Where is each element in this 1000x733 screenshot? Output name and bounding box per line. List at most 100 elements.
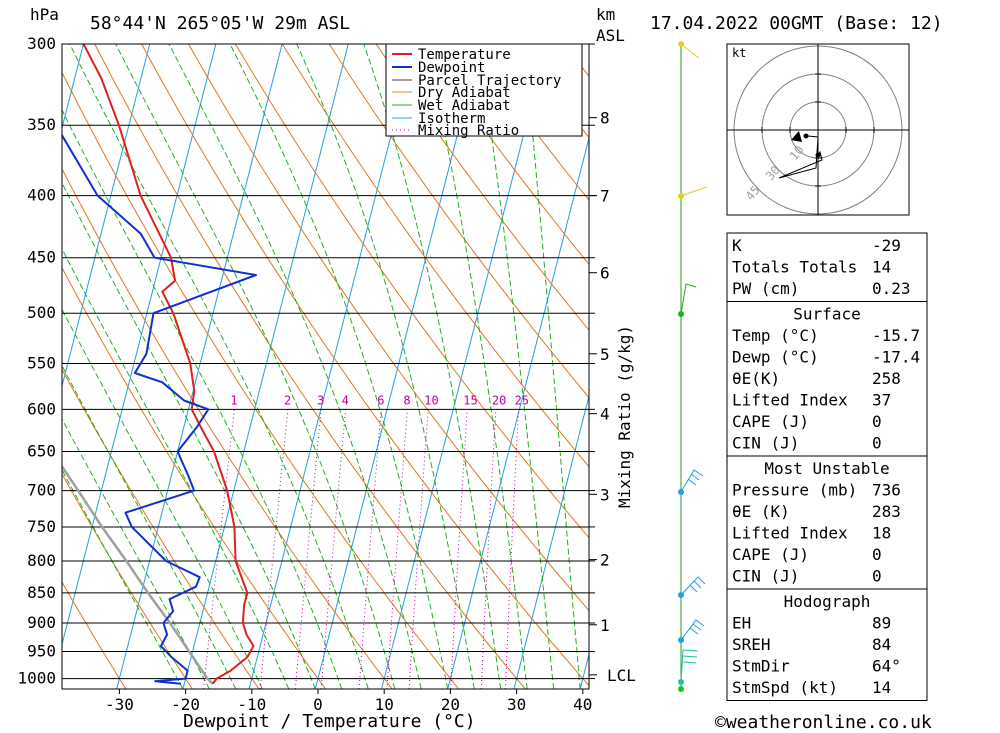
km-tick-label: 4 [600, 405, 610, 424]
index-value: 37 [872, 391, 891, 410]
mixing-ratio-label: 10 [424, 393, 438, 407]
temperature-tick-label: -10 [237, 695, 266, 714]
km-tick-label: 7 [600, 187, 610, 206]
mixing-ratio-labels: 1 2 3 4 6 8 10 15 20 25 [230, 393, 529, 407]
legend-wet-adiabat: Wet Adiabat [418, 98, 511, 114]
km-tick-label: 8 [600, 109, 610, 128]
datetime: 17.04.2022 00GMT (Base: 12) [650, 13, 943, 34]
dry-adiabat-line [234, 44, 589, 539]
indices-table: K -29 Totals Totals 14 PW (cm) 0.23 Surface Tem… [726, 232, 928, 701]
index-value: 0 [872, 434, 882, 453]
isotherm-line [513, 394, 589, 689]
dry-adiabat-line [328, 44, 589, 399]
wind-barb-400 [680, 186, 708, 197]
right-axis-label: Mixing Ratio (g/kg) [615, 325, 634, 508]
series-layer [62, 44, 257, 685]
dry-adiabat-line [94, 44, 526, 689]
isotherm-line [62, 44, 151, 389]
pressure-tick-label: 450 [27, 248, 56, 267]
legend-dewpoint: Dewpoint [418, 60, 485, 76]
pressure-tick-label: 700 [27, 481, 56, 500]
index-value: 0 [872, 545, 882, 564]
parcel-trajectory-line [62, 464, 214, 685]
legend-mixing-ratio: Mixing Ratio [418, 123, 519, 139]
mixing-ratio-label: 15 [463, 393, 477, 407]
mixing-ratio-label: 6 [377, 393, 384, 407]
index-value: 84 [872, 635, 891, 654]
temperature-tick-label: -30 [105, 695, 134, 714]
index-label: Lifted Index [732, 524, 848, 543]
isotherm-line [381, 44, 548, 689]
index-value: -15.7 [872, 326, 920, 345]
index-label: PW (cm) [732, 279, 799, 298]
index-value: 14 [872, 678, 891, 697]
pressure-tick-label: 850 [27, 583, 56, 602]
index-value: 736 [872, 481, 901, 500]
dry-adiabat-line [188, 44, 589, 612]
index-label: CIN (J) [732, 567, 799, 586]
legend-parcel: Parcel Trajectory [418, 73, 561, 89]
hodograph-storm-motion-marker [791, 131, 802, 142]
index-label: SREH [732, 635, 771, 654]
isotherm-line [314, 44, 482, 689]
pressure-tick-label: 650 [27, 442, 56, 461]
lcl-label: LCL [607, 666, 636, 685]
wet-adiabat-line [62, 108, 343, 689]
km-label: km [596, 5, 615, 24]
indices-section-title: Most Unstable [764, 459, 889, 478]
x-axis-label: Dewpoint / Temperature (°C) [183, 711, 476, 732]
dry-adiabat-line [422, 44, 589, 266]
pressure-tick-label: 800 [27, 551, 56, 570]
pressure-tick-label: 1000 [17, 669, 56, 688]
index-value: -17.4 [872, 348, 920, 367]
mixing-ratio-label: 4 [342, 393, 349, 407]
index-value: -29 [872, 236, 901, 255]
isotherm-line [116, 44, 283, 689]
index-label: Lifted Index [732, 391, 848, 410]
km-axis: 1 2 3 4 5 6 7 8 LCL [589, 109, 636, 685]
hodograph-trace [778, 135, 823, 179]
isobars [62, 43, 595, 680]
pressure-tick-label: 600 [27, 399, 56, 418]
temperature-line [82, 44, 255, 685]
isotherm-line [579, 652, 589, 689]
legend-isotherm: Isotherm [418, 111, 485, 127]
mixing-ratio-label: 8 [403, 393, 410, 407]
indices-section-title: Surface [793, 305, 860, 324]
mixing-ratio-label: 1 [230, 393, 237, 407]
index-label: θE(K) [732, 369, 780, 388]
pressure-tick-label: 350 [27, 115, 56, 134]
dewpoint-line [62, 133, 257, 685]
isotherm-line [182, 44, 349, 689]
plot-frame [61, 43, 590, 690]
index-value: 89 [872, 614, 891, 633]
hodograph: kt 10 30 45 [726, 43, 910, 216]
temperature-tick-label: 0 [313, 695, 323, 714]
isotherm-line [447, 135, 589, 689]
wet-adiabat-line [62, 181, 316, 689]
mixing-ratio-label: 20 [492, 393, 506, 407]
indices-box-hodograph-box [726, 588, 928, 701]
km-tick-label: 1 [600, 616, 610, 635]
hodograph-top-point [803, 133, 809, 139]
wind-barb-300 [680, 43, 700, 59]
hodograph-unit: kt [732, 46, 746, 60]
index-label: StmSpd (kt) [732, 678, 838, 697]
isotherm-line [248, 44, 415, 689]
wet-adiabat-line [69, 44, 369, 689]
index-value: 0.23 [872, 279, 911, 298]
pressure-tick-label: 300 [27, 34, 56, 53]
mixing-ratio-label: 25 [515, 393, 529, 407]
index-label: CAPE (J) [732, 412, 809, 431]
legend-box [385, 43, 583, 137]
footer-credit: ©weatheronline.co.uk [715, 712, 932, 733]
index-label: θE (K) [732, 502, 790, 521]
axis-labels: 3003504004505005506006507007508008509009… [17, 34, 592, 714]
pressure-tick-label: 750 [27, 517, 56, 536]
dry-adiabat-line [281, 44, 589, 468]
temperature-tick-label: 20 [441, 695, 460, 714]
index-value: 0 [872, 412, 882, 431]
index-value: 64° [872, 657, 901, 676]
wet-adiabat-line [523, 44, 581, 689]
